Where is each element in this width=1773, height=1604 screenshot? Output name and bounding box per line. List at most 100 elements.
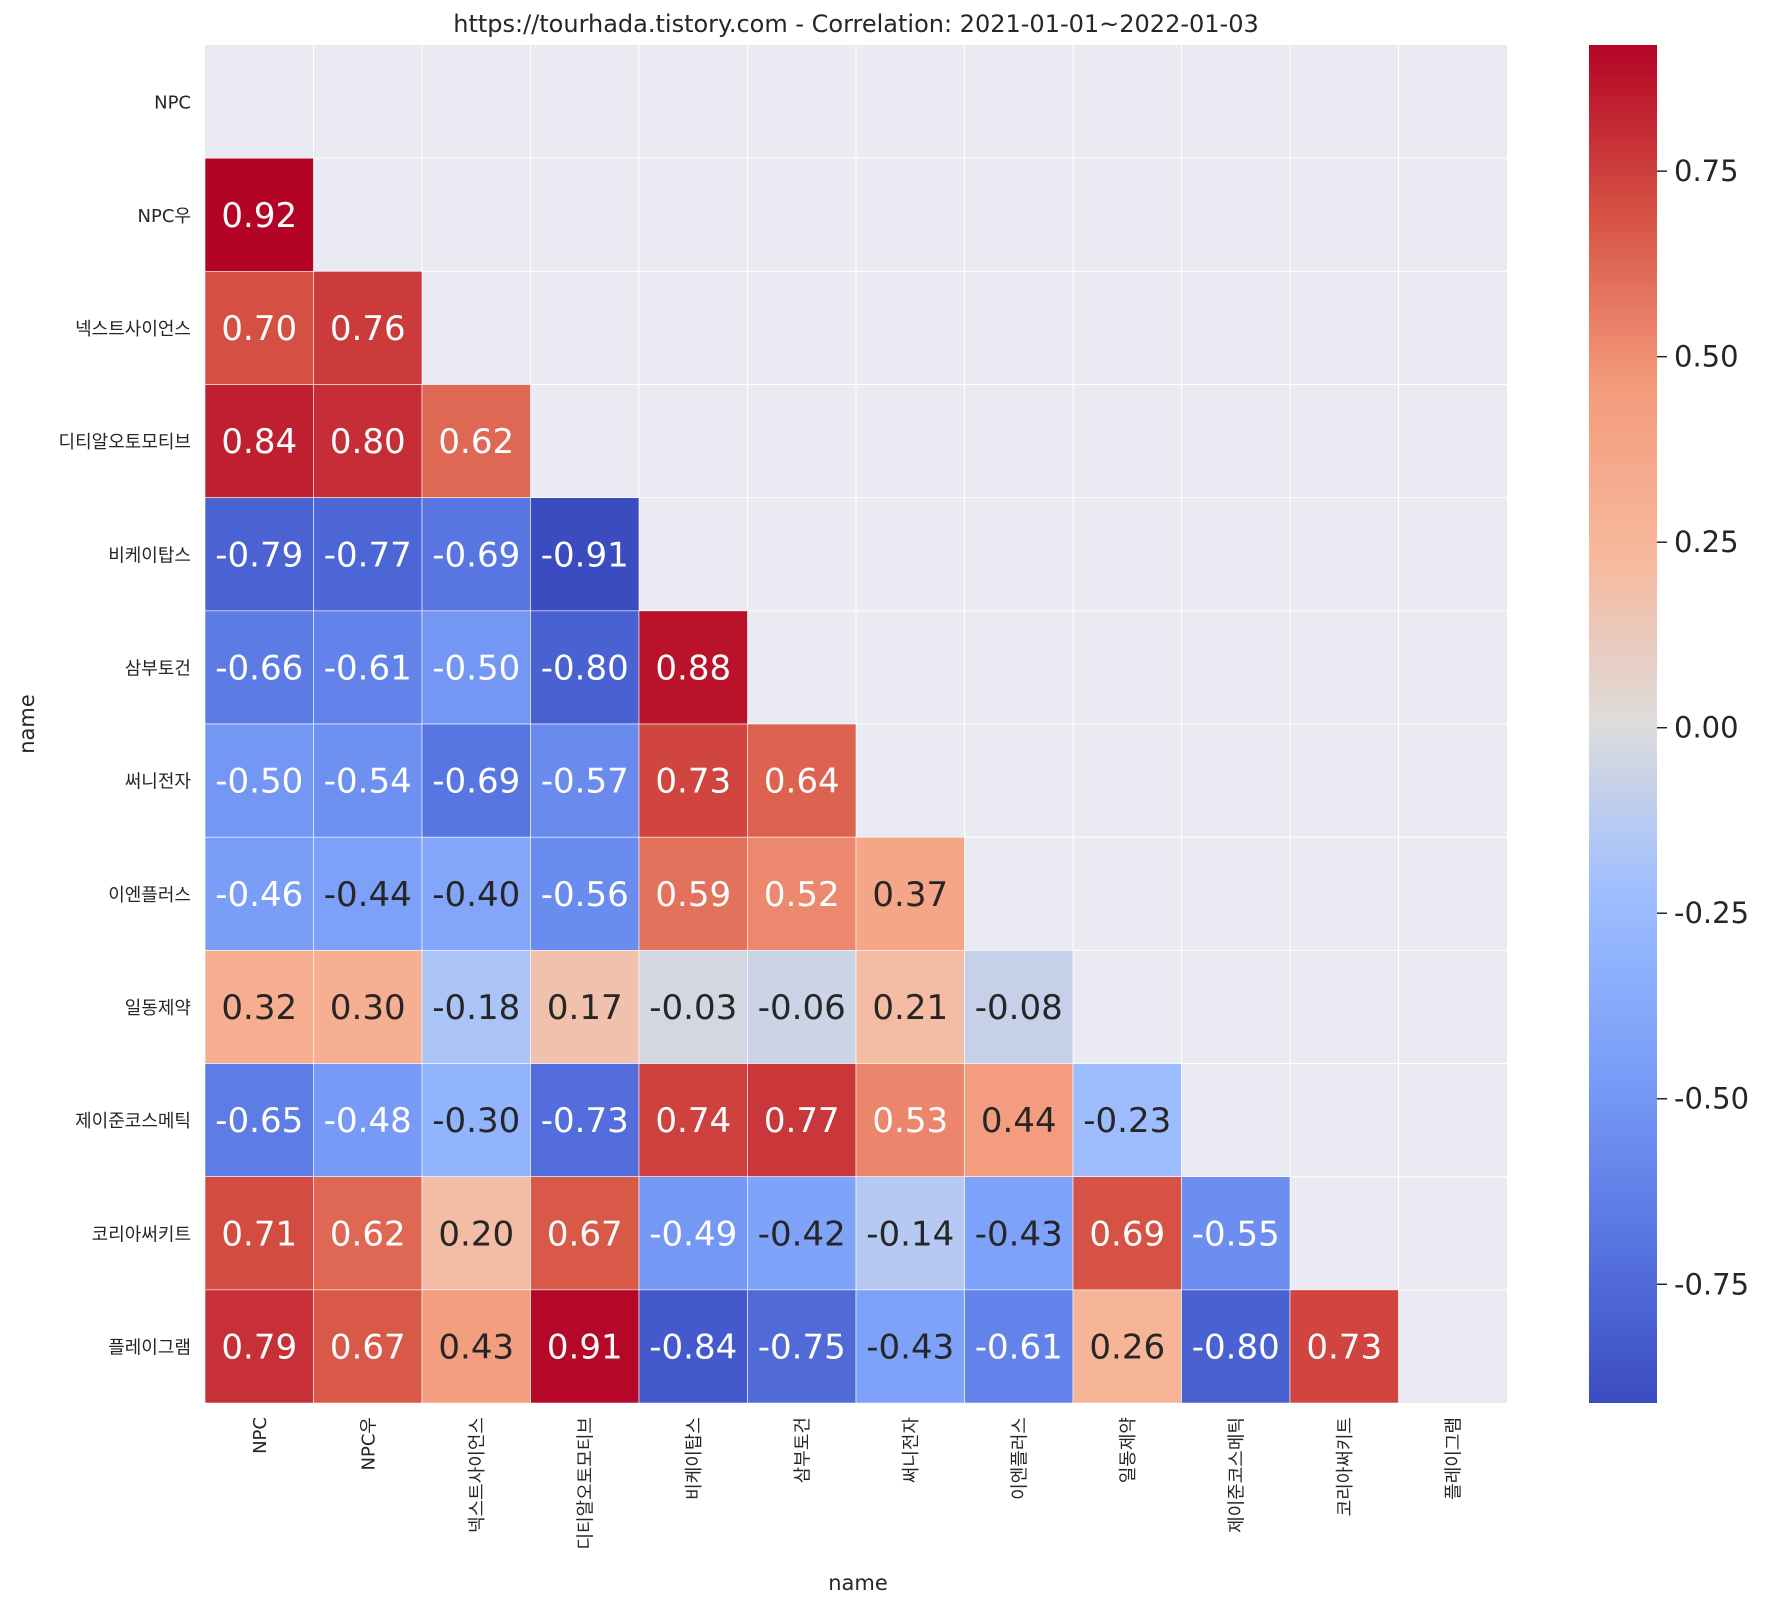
x-tick-label: 플레이그램	[1444, 1417, 1465, 1500]
cell-value-label: -0.80	[1192, 1327, 1280, 1367]
heatmap-cell	[530, 497, 640, 612]
cell-value-label: 0.77	[764, 1101, 840, 1141]
heatmap-cell	[638, 1289, 748, 1404]
heatmap-cell	[638, 723, 748, 838]
heatmap-cell	[204, 384, 314, 498]
heatmap-cell	[204, 723, 314, 838]
heatmap-cell	[747, 1063, 857, 1178]
heatmap-cell	[204, 157, 314, 272]
heatmap-cell	[855, 1289, 965, 1404]
colorbar-tick-label: 0.50	[1674, 340, 1739, 374]
cell-value-label: -0.49	[649, 1214, 737, 1254]
y-tick-label: NPC우	[138, 206, 191, 227]
colorbar-gradient	[1589, 45, 1657, 1403]
heatmap-cell	[747, 723, 857, 838]
heatmap-cell	[313, 384, 423, 498]
cell-value-label: 0.44	[981, 1101, 1057, 1141]
cell-value-label: 0.32	[221, 988, 297, 1028]
heatmap-cell	[1181, 1289, 1291, 1404]
x-tick-label: 코리아써키트	[1335, 1417, 1356, 1516]
y-tick-label: 디티알오토모티브	[59, 432, 191, 453]
colorbar-ticks: 0.75 0.50 0.25 0.00 -0.25 -0.50 -0.75	[1657, 154, 1749, 1301]
heatmap-cell	[204, 1176, 314, 1291]
cell-value-label: -0.65	[215, 1101, 303, 1141]
cell-value-label: 0.71	[221, 1214, 297, 1254]
heatmap-cell	[204, 271, 314, 385]
heatmap-cell	[313, 497, 423, 612]
cell-value-label: -0.44	[324, 875, 412, 915]
y-tick-labels: NPC NPC우넥스트사이언스디티알오토모티브비케이탑스삼부토건써니전자이엔플러스…	[59, 93, 192, 1359]
colorbar-tick-label: -0.50	[1674, 1082, 1749, 1116]
cell-value-label: -0.23	[1083, 1101, 1171, 1141]
cell-value-label: 0.67	[547, 1214, 623, 1254]
x-axis-label: name	[828, 1571, 888, 1595]
heatmap-cell	[421, 1176, 531, 1291]
heatmap-cell	[421, 1063, 531, 1178]
cell-value-label: 0.74	[655, 1101, 731, 1141]
cell-value-label: -0.56	[541, 875, 629, 915]
heatmap-cell	[747, 950, 857, 1064]
heatmap-cell	[313, 723, 423, 838]
cell-value-label: -0.06	[758, 988, 846, 1028]
x-tick-label: 이엔플러스	[1010, 1417, 1031, 1500]
heatmap-cell	[964, 1289, 1074, 1404]
cell-value-label: -0.40	[432, 875, 520, 915]
y-tick-label: NPC	[154, 93, 191, 114]
cell-value-label: 0.26	[1089, 1327, 1165, 1367]
x-tick-label: 비케이탑스	[684, 1417, 705, 1500]
heatmap-cell	[638, 610, 748, 725]
x-tick-label: 디티알오토모티브	[576, 1417, 597, 1549]
cell-value-label: -0.14	[866, 1214, 954, 1254]
heatmap-cell	[964, 950, 1074, 1064]
heatmap-cell	[638, 836, 748, 951]
cell-value-label: -0.75	[758, 1327, 846, 1367]
cell-value-label: -0.48	[324, 1101, 412, 1141]
heatmap-cell	[313, 836, 423, 951]
heatmap-cell	[421, 836, 531, 951]
heatmap-cell	[313, 1063, 423, 1178]
heatmap-cell	[855, 1063, 965, 1178]
y-tick-label: 일동제약	[125, 998, 191, 1019]
cell-value-label: -0.84	[649, 1327, 737, 1367]
heatmap-cell	[204, 1289, 314, 1404]
cell-value-label: 0.73	[1306, 1327, 1382, 1367]
cell-value-label: -0.50	[215, 762, 303, 802]
heatmap-cell	[204, 950, 314, 1064]
cell-value-label: 0.64	[764, 762, 840, 802]
x-tick-label: 써니전자	[901, 1417, 922, 1484]
cell-value-label: -0.18	[432, 988, 520, 1028]
cell-value-label: -0.43	[975, 1214, 1063, 1254]
y-tick-label: 넥스트사이언스	[75, 319, 191, 340]
cell-value-label: -0.30	[432, 1101, 520, 1141]
y-tick-label: 플레이그램	[108, 1337, 191, 1358]
cell-value-label: 0.67	[330, 1327, 406, 1367]
heatmap-cell	[747, 1289, 857, 1404]
heatmap-cell	[855, 950, 965, 1064]
colorbar-tick-label: 0.25	[1674, 525, 1739, 559]
heatmap-cell	[530, 1176, 640, 1291]
heatmap-cell	[313, 950, 423, 1064]
x-tick-label: 삼부토건	[793, 1417, 814, 1483]
heatmap-cell	[638, 950, 748, 1064]
heatmap-cell	[313, 1289, 423, 1404]
cell-value-label: 0.52	[764, 875, 840, 915]
chart-title: https://tourhada.tistory.com - Correlati…	[453, 10, 1259, 38]
cell-value-label: 0.30	[330, 988, 406, 1028]
cell-value-label: 0.91	[547, 1327, 623, 1367]
heatmap-cell	[421, 610, 531, 725]
cell-value-label: -0.79	[215, 535, 303, 575]
heatmap-cell	[421, 497, 531, 612]
x-tick-label: NPC	[250, 1417, 271, 1454]
cell-value-label: 0.37	[872, 875, 948, 915]
cell-value-label: -0.69	[432, 535, 520, 575]
heatmap-cells	[204, 157, 1399, 1404]
cell-value-label: 0.62	[438, 422, 514, 462]
y-tick-label: 이엔플러스	[108, 885, 191, 906]
heatmap-cell	[1289, 1289, 1399, 1404]
cell-value-label: -0.57	[541, 762, 629, 802]
cell-value-label: 0.20	[438, 1214, 514, 1254]
y-tick-label: 삼부토건	[125, 658, 191, 679]
y-tick-label: 코리아써키트	[92, 1224, 191, 1245]
cell-value-label: -0.61	[975, 1327, 1063, 1367]
